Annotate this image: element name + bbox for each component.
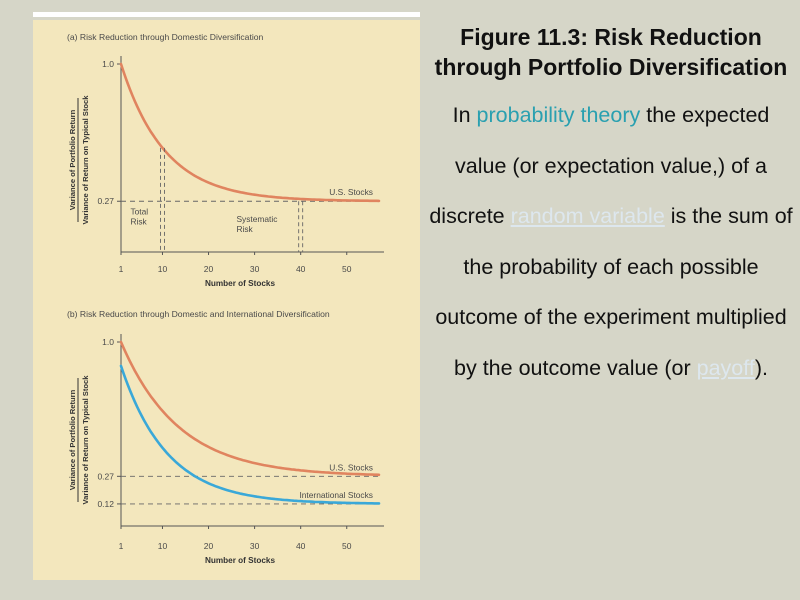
x-axis-label: Number of Stocks — [205, 279, 276, 288]
annotation-label: Risk — [236, 224, 253, 234]
annotation-label: Total — [130, 206, 148, 216]
x-tick-label: 50 — [342, 541, 352, 551]
y-tick-label: 0.27 — [97, 196, 114, 206]
series-label: International Stocks — [299, 490, 373, 500]
annotation-label: Systematic — [236, 214, 277, 224]
figure-description: In probability theory the expected value… — [425, 90, 797, 393]
y-tick-label: 1.0 — [102, 337, 114, 347]
x-tick-label: 40 — [296, 541, 306, 551]
annotation-label: Risk — [130, 216, 147, 226]
x-tick-label: 10 — [158, 541, 168, 551]
x-tick-label: 10 — [158, 264, 168, 274]
payoff-link[interactable]: payoff — [696, 355, 755, 380]
body-text: ). — [754, 355, 768, 380]
chart-title: (a) Risk Reduction through Domestic Dive… — [67, 32, 264, 42]
figure-title: Figure 11.3: Risk Reduction through Port… — [434, 24, 788, 80]
y-axis-label-denominator: Variance of Return on Typical Stock — [81, 375, 90, 505]
y-tick-label: 1.0 — [102, 59, 114, 69]
x-tick-label: 50 — [342, 264, 352, 274]
random-variable-link[interactable]: random variable — [510, 204, 665, 228]
series-label: U.S. Stocks — [329, 462, 373, 472]
y-axis-label-denominator: Variance of Return on Typical Stock — [81, 95, 90, 225]
x-tick-label: 1 — [119, 264, 124, 274]
body-text: In — [452, 103, 477, 127]
chart-title: (b) Risk Reduction through Domestic and … — [67, 309, 330, 319]
text-panel: Figure 11.3: Risk Reduction through Port… — [425, 22, 797, 393]
us-stocks-curve — [119, 62, 381, 203]
body-text: the expected value (or expectation value… — [429, 103, 770, 228]
international-stocks-curve — [119, 364, 381, 505]
x-axis-label: Number of Stocks — [205, 556, 276, 565]
probability-theory-link[interactable]: probability theory — [476, 103, 641, 127]
y-axis-label-numerator: Variance of Portfolio Return — [68, 109, 77, 210]
y-tick-label: 0.12 — [97, 499, 114, 509]
x-tick-label: 30 — [250, 541, 260, 551]
y-tick-label: 0.27 — [97, 471, 114, 481]
y-axis-label-numerator: Variance of Portfolio Return — [68, 389, 77, 490]
top-accent-bar — [33, 12, 420, 17]
x-tick-label: 20 — [204, 541, 214, 551]
x-tick-label: 1 — [119, 541, 124, 551]
risk-reduction-charts: (a) Risk Reduction through Domestic Dive… — [67, 32, 384, 565]
figure-panel: (a) Risk Reduction through Domestic Dive… — [33, 20, 420, 580]
body-text: is the sum of the probability of each po… — [435, 204, 793, 380]
us-stocks-curve — [119, 340, 381, 477]
series-label: U.S. Stocks — [329, 187, 373, 197]
x-tick-label: 20 — [204, 264, 214, 274]
x-tick-label: 30 — [250, 264, 260, 274]
x-tick-label: 40 — [296, 264, 306, 274]
